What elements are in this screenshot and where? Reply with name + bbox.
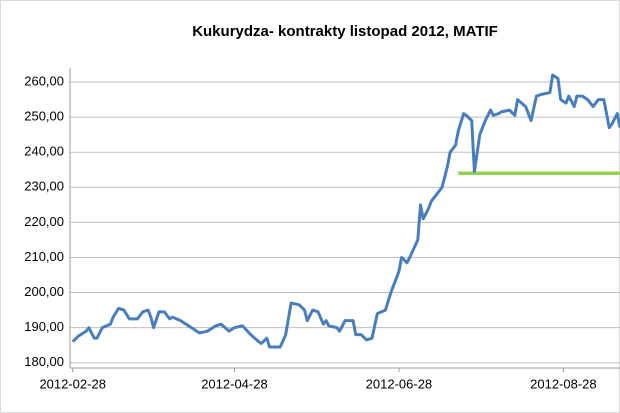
x-tick-label: 2012-06-28 xyxy=(366,376,433,391)
y-tick-label: 180,00 xyxy=(24,354,64,369)
y-tick-label: 260,00 xyxy=(24,73,64,88)
x-tick-label: 2012-04-28 xyxy=(201,376,268,391)
series-line xyxy=(71,73,620,349)
chart-title: Kukurydza- kontrakty listopad 2012, MATI… xyxy=(192,23,498,40)
y-tick-label: 210,00 xyxy=(24,249,64,264)
x-tick-label: 2012-02-28 xyxy=(39,376,106,391)
y-tick-label: 240,00 xyxy=(24,144,64,159)
y-tick-label: 200,00 xyxy=(24,284,64,299)
y-tick-label: 230,00 xyxy=(24,179,64,194)
x-tick-label: 2012-08-28 xyxy=(530,376,597,391)
y-tick-label: 190,00 xyxy=(24,319,64,334)
y-tick-label: 250,00 xyxy=(24,109,64,124)
y-tick-label: 220,00 xyxy=(24,214,64,229)
